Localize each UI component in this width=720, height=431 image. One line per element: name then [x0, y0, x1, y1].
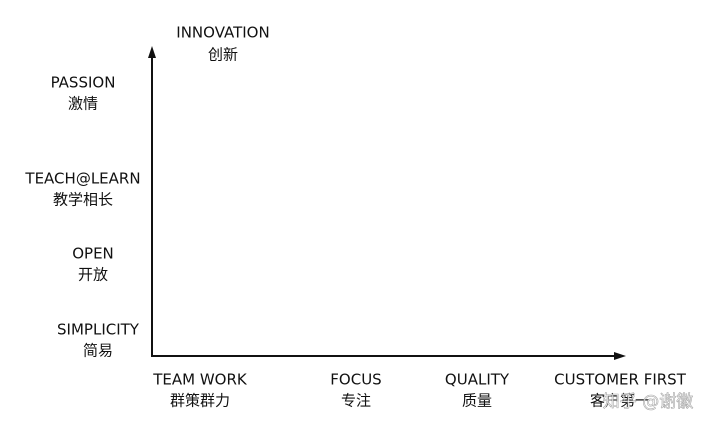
y-label-en: OPEN	[72, 245, 114, 263]
top-label-en: INNOVATION	[176, 24, 269, 42]
x-label-en: TEAM WORK	[152, 371, 248, 389]
y-label-en: SIMPLICITY	[57, 321, 140, 339]
watermark: 知乎 @谢徽	[603, 392, 693, 412]
y-label-en: TEACH@LEARN	[24, 170, 140, 188]
top-label-zh: 创新	[208, 46, 238, 64]
x-label-zh: 质量	[462, 392, 492, 410]
y-label-zh: 简易	[83, 342, 113, 360]
y-label-zh: 教学相长	[53, 191, 113, 209]
x-label-zh: 专注	[341, 392, 371, 410]
x-label-en: FOCUS	[330, 371, 381, 389]
x-label-zh: 客户第一	[590, 392, 650, 410]
y-label-zh: 激情	[68, 95, 98, 113]
x-axis-arrow	[614, 352, 626, 360]
x-label-zh: 群策群力	[170, 392, 230, 410]
y-label-en: PASSION	[51, 74, 116, 92]
y-label-zh: 开放	[78, 266, 108, 284]
x-label-en: QUALITY	[445, 371, 510, 389]
y-axis-arrow	[148, 46, 156, 58]
x-label-en: CUSTOMER FIRST	[554, 371, 687, 389]
